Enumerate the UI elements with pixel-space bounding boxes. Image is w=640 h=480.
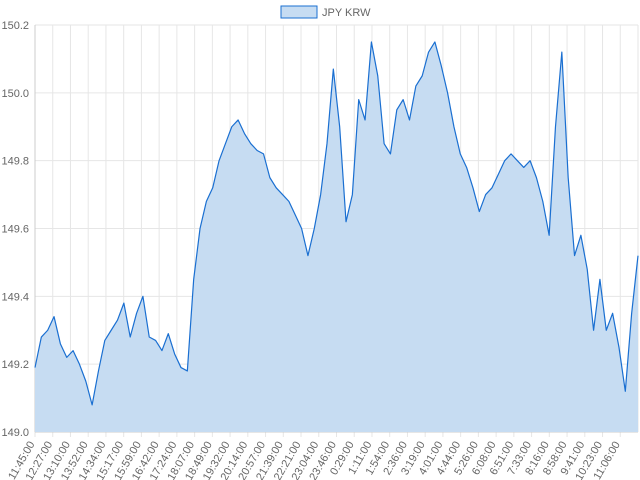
y-tick-label: 149.8	[1, 156, 29, 168]
x-axis: 11:45:0012:27:0013:10:0013:52:0014:34:00…	[6, 431, 638, 480]
y-tick-label: 149.6	[1, 224, 29, 236]
y-axis: 149.0 149.2 149.4 149.6 149.8 150.0 150.2	[1, 20, 36, 439]
series-line[interactable]	[34, 41, 639, 406]
legend-label[interactable]: JPY KRW	[322, 7, 371, 19]
legend[interactable]: JPY KRW	[280, 5, 371, 19]
y-tick-label: 150.2	[1, 20, 29, 32]
series-area	[35, 41, 638, 433]
y-tick-label: 149.0	[1, 427, 29, 439]
y-tick-label: 150.0	[1, 88, 29, 100]
legend-swatch[interactable]	[280, 5, 318, 19]
series-layer	[34, 41, 639, 433]
y-tick-label: 149.4	[1, 291, 29, 303]
y-tick-label: 149.2	[1, 359, 29, 371]
